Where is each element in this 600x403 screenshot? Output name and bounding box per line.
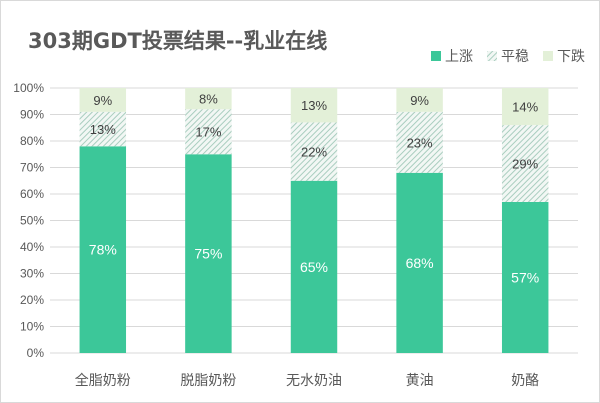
data-label: 75% <box>194 246 222 262</box>
legend-swatch-up <box>431 51 441 61</box>
y-tick-label: 100% <box>13 81 44 95</box>
y-tick-label: 20% <box>20 293 44 307</box>
bar-segment-flat <box>79 111 127 147</box>
y-tick-label: 70% <box>20 161 44 175</box>
data-label: 14% <box>512 100 538 115</box>
x-category-label: 奶酪 <box>511 373 539 389</box>
y-tick-label: 40% <box>20 240 44 254</box>
y-tick-label: 90% <box>20 108 44 122</box>
bar-segment-down <box>79 88 127 112</box>
legend: 上涨 平稳 下跌 <box>431 49 585 65</box>
x-category-label: 脱脂奶粉 <box>180 373 236 389</box>
legend-swatch-down <box>543 51 553 61</box>
y-axis: 0% 10% 20% 30% 40% 50% 60% 70% 80% 90% 100% <box>13 81 44 360</box>
x-category-label: 无水奶油 <box>286 373 342 389</box>
y-tick-label: 0% <box>27 346 45 360</box>
bar-segment-down <box>501 88 549 126</box>
y-tick-label: 10% <box>20 320 44 334</box>
data-label: 78% <box>89 242 117 258</box>
data-label: 13% <box>90 122 116 137</box>
y-tick-label: 50% <box>20 214 44 228</box>
data-label: 23% <box>407 135 433 150</box>
bar-segment-up <box>396 172 443 353</box>
x-category-label: 黄油 <box>406 372 434 389</box>
legend-label-down: 下跌 <box>557 49 585 65</box>
bar-segment-flat <box>185 109 232 155</box>
bar-segment-flat <box>290 122 338 181</box>
bar-segment-flat <box>501 125 549 202</box>
y-tick-label: 80% <box>20 134 44 148</box>
data-label: 9% <box>93 93 112 108</box>
chart-title: 303期GDT投票结果--乳业在线 <box>28 29 327 53</box>
bar-segment-down <box>290 88 338 123</box>
data-label: 22% <box>301 145 327 160</box>
data-label: 17% <box>195 125 221 140</box>
bar-segment-flat <box>396 111 443 173</box>
data-label: 29% <box>512 157 538 172</box>
y-tick-label: 60% <box>20 187 44 201</box>
data-label: 68% <box>406 255 434 271</box>
bar-segment-up <box>290 180 338 353</box>
data-label: 9% <box>410 93 429 108</box>
data-label: 13% <box>301 98 327 113</box>
x-axis: 全脂奶粉 脱脂奶粉 无水奶油 黄油 奶酪 <box>75 372 539 389</box>
data-label: 57% <box>511 269 539 285</box>
legend-label-up: 上涨 <box>445 49 473 65</box>
x-category-label: 全脂奶粉 <box>75 372 131 389</box>
bars: 78% 13% 9% 75% 17% 8% 65% 22% 13% 68% 23% 9% 57% 29% 1… <box>79 88 549 353</box>
bar-segment-up <box>501 201 549 353</box>
legend-swatch-flat <box>487 51 497 61</box>
legend-label-flat: 平稳 <box>501 49 529 65</box>
bar-segment-down <box>185 88 232 110</box>
bar-segment-up <box>185 154 232 353</box>
data-label: 65% <box>300 259 328 275</box>
y-tick-label: 30% <box>20 267 44 281</box>
data-label: 8% <box>199 92 218 107</box>
bar-segment-down <box>396 88 443 112</box>
bar-segment-up <box>79 146 127 353</box>
